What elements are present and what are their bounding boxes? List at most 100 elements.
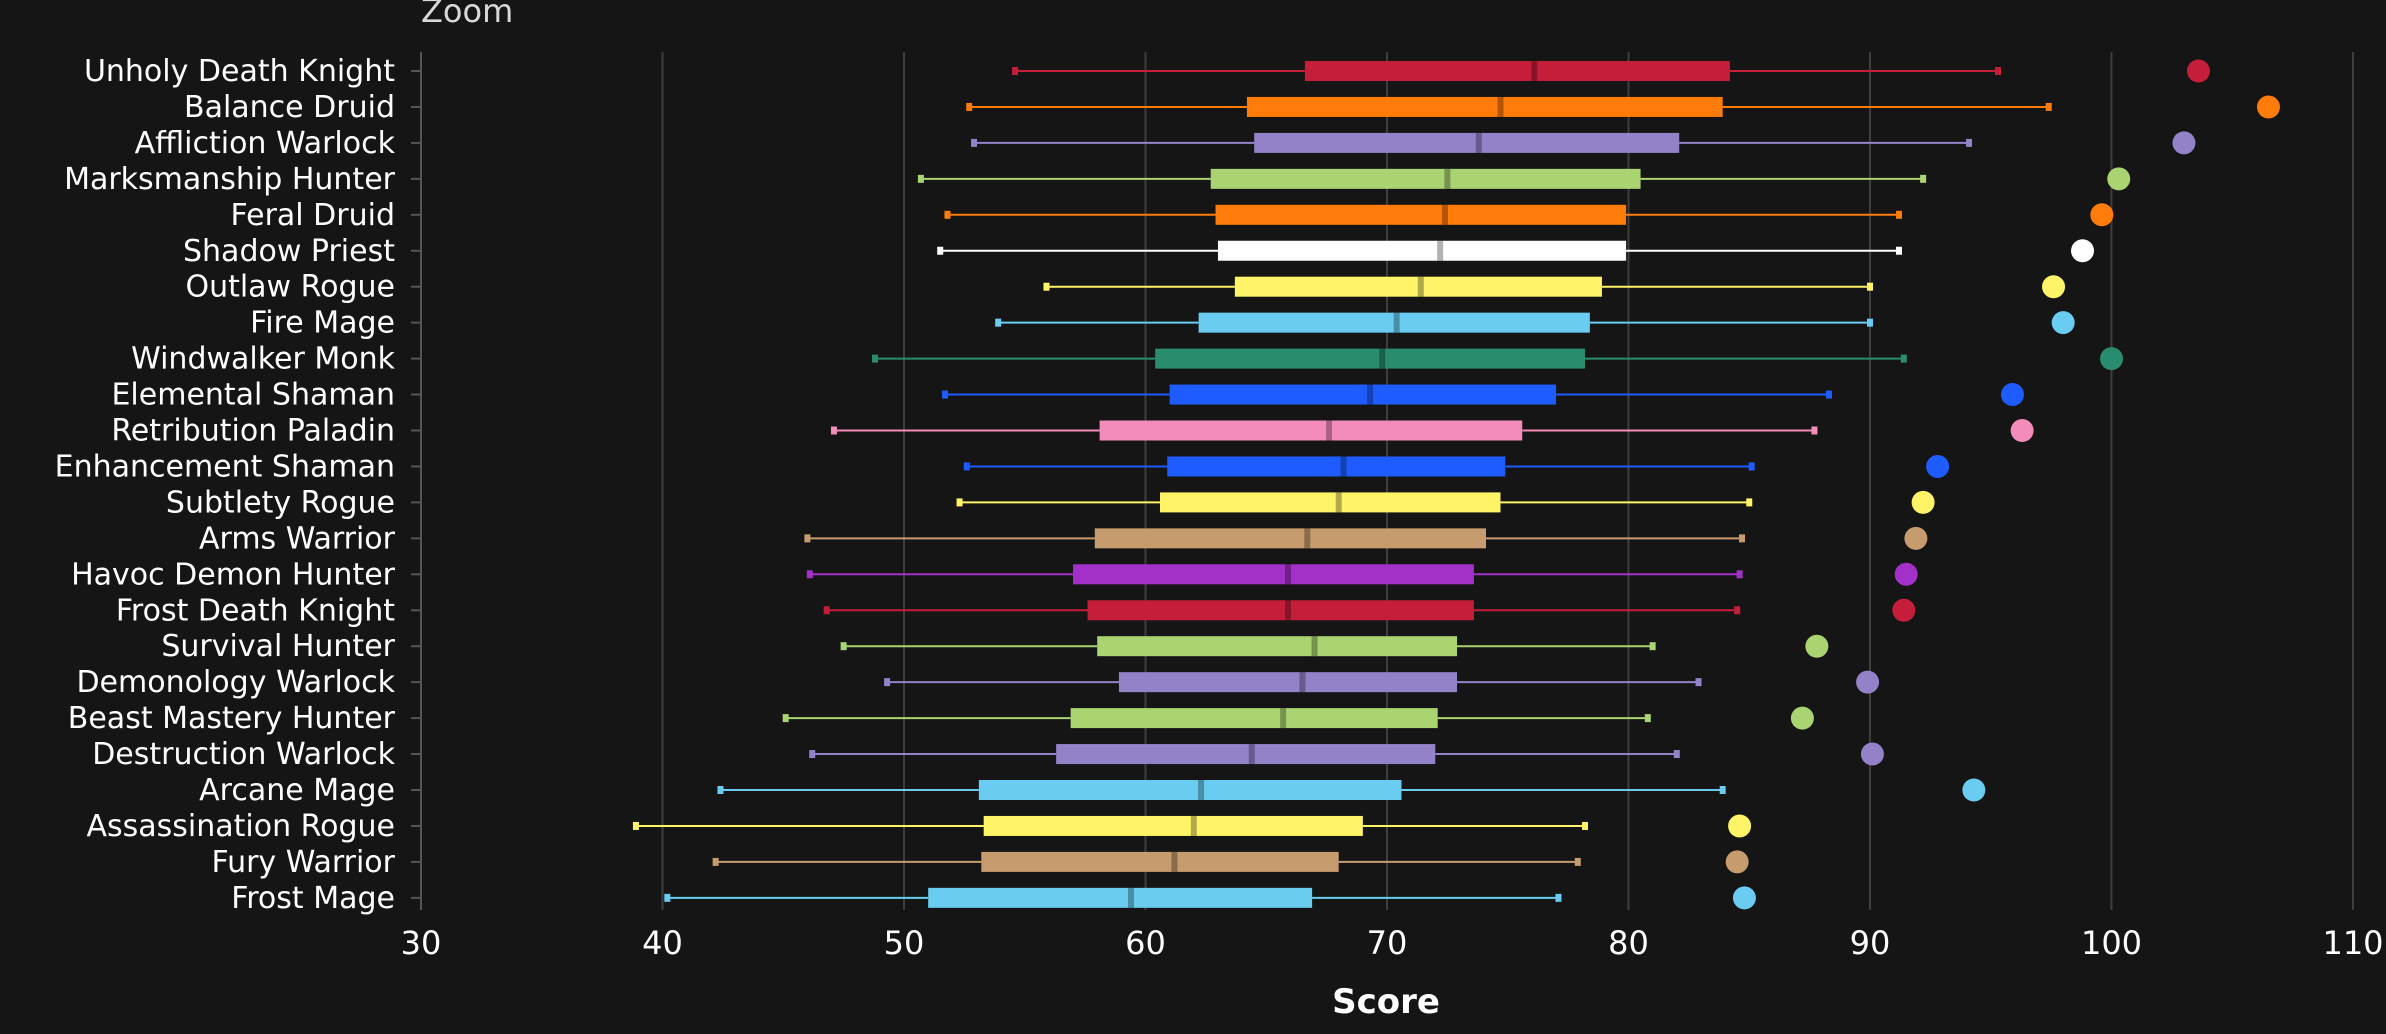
median-mark [1379,348,1386,369]
category-label: Arcane Mage [199,773,395,808]
category-label: Destruction Warlock [92,737,395,772]
whisker-cap-max [1739,534,1746,543]
iqr-box [983,815,1363,836]
whisker-cap-min [830,426,837,435]
category-label: Shadow Priest [183,234,395,269]
box-destruction-warlock [809,744,1680,765]
grid-lines [661,52,2354,910]
median-mark [1531,61,1538,81]
whisker-cap-max [1895,246,1902,255]
category-label: Feral Druid [231,198,396,233]
score-point [2090,203,2114,227]
x-tick-label: 60 [1125,924,1166,962]
box-marksmanship-hunter [917,168,1927,189]
median-mark [1437,240,1444,261]
box-beast-mastery-hunter [782,708,1651,729]
iqr-box [1097,636,1458,657]
category-label: Fire Mage [250,306,395,341]
iqr-box [1099,420,1523,441]
score-point [2107,167,2131,191]
median-mark [1280,708,1287,729]
iqr-box [1167,456,1506,477]
score-point [1904,526,1928,550]
median-mark [1198,780,1205,800]
box-subtlety-rogue [956,492,1753,513]
median-mark [1190,815,1197,836]
iqr-box [1254,132,1680,153]
score-point [1732,886,1756,910]
whisker-cap-max [1644,714,1651,723]
box-arcane-mage [717,780,1726,800]
whisker-cap-max [1895,210,1902,219]
median-mark [1311,636,1318,657]
whisker-cap-min [942,390,949,399]
iqr-box [1215,204,1627,225]
iqr-box [928,887,1313,908]
iqr-box [978,780,1402,800]
score-point [2071,239,2095,263]
median-mark [1304,528,1311,549]
whisker-cap-min [823,606,830,615]
category-label: Outlaw Rogue [185,270,395,305]
score-point [2051,311,2075,335]
box-frost-mage [664,887,1562,908]
whisker-cap-max [2045,102,2052,111]
iqr-box [1155,348,1586,369]
x-tick-label: 100 [2081,924,2142,962]
category-label: Arms Warrior [199,521,396,556]
iqr-box [1304,61,1730,81]
whisker-cap-min [809,750,816,759]
score-point [1728,814,1752,838]
whisker-cap-min [872,354,879,363]
median-mark [1475,132,1482,153]
score-point [1962,778,1986,802]
whisker-cap-max [1555,893,1562,902]
score-point [2256,95,2280,119]
x-axis-title: Score [1332,982,1440,1022]
median-mark [1326,420,1333,441]
x-axis-tick-labels: 30 40 50 60 70 80 90 100 110 [401,924,2384,962]
box-elemental-shaman [942,384,1832,405]
zoom-button[interactable]: Zoom [421,0,513,30]
median-mark [1393,312,1400,333]
whisker-cap-max [1582,821,1589,830]
median-mark [1367,384,1374,405]
score-point [2042,275,2066,299]
box-survival-hunter [840,636,1656,657]
category-label: Frost Death Knight [116,593,395,628]
iqr-box [1094,528,1487,549]
iqr-box [981,851,1339,872]
category-label: Demonology Warlock [76,665,395,700]
whisker-cap-max [1900,354,1907,363]
iqr-box [1234,276,1602,297]
whisker-cap-max [1695,678,1702,687]
box-demonology-warlock [884,672,1702,693]
whisker-cap-max [1649,642,1656,651]
x-tick-label: 40 [642,924,683,962]
score-point [2010,419,2034,442]
x-tick-label: 80 [1608,924,1649,962]
whisker-cap-max [1920,174,1927,183]
whisker-cap-min [664,893,671,902]
iqr-box [1159,492,1501,513]
whisker-cap-min [971,138,978,147]
whisker-cap-min [956,498,963,507]
box-havoc-demon-hunter [806,564,1743,585]
whisker-cap-min [884,678,891,687]
category-label: Enhancement Shaman [55,449,395,484]
score-point [2186,59,2210,83]
y-axis [411,52,422,910]
category-label: Assassination Rogue [86,809,395,844]
iqr-box [1246,96,1723,117]
median-mark [1284,564,1291,585]
box-fire-mage [995,312,1873,333]
box-arms-warrior [804,528,1746,549]
score-point [1860,742,1884,766]
iqr-box [1198,312,1590,333]
whisker-cap-min [632,821,639,830]
whisker-cap-min [917,174,924,183]
category-label: Elemental Shaman [111,378,395,413]
whisker-cap-min [1043,282,1050,291]
box-unholy-death-knight [1012,61,2001,81]
score-point [1805,634,1829,658]
